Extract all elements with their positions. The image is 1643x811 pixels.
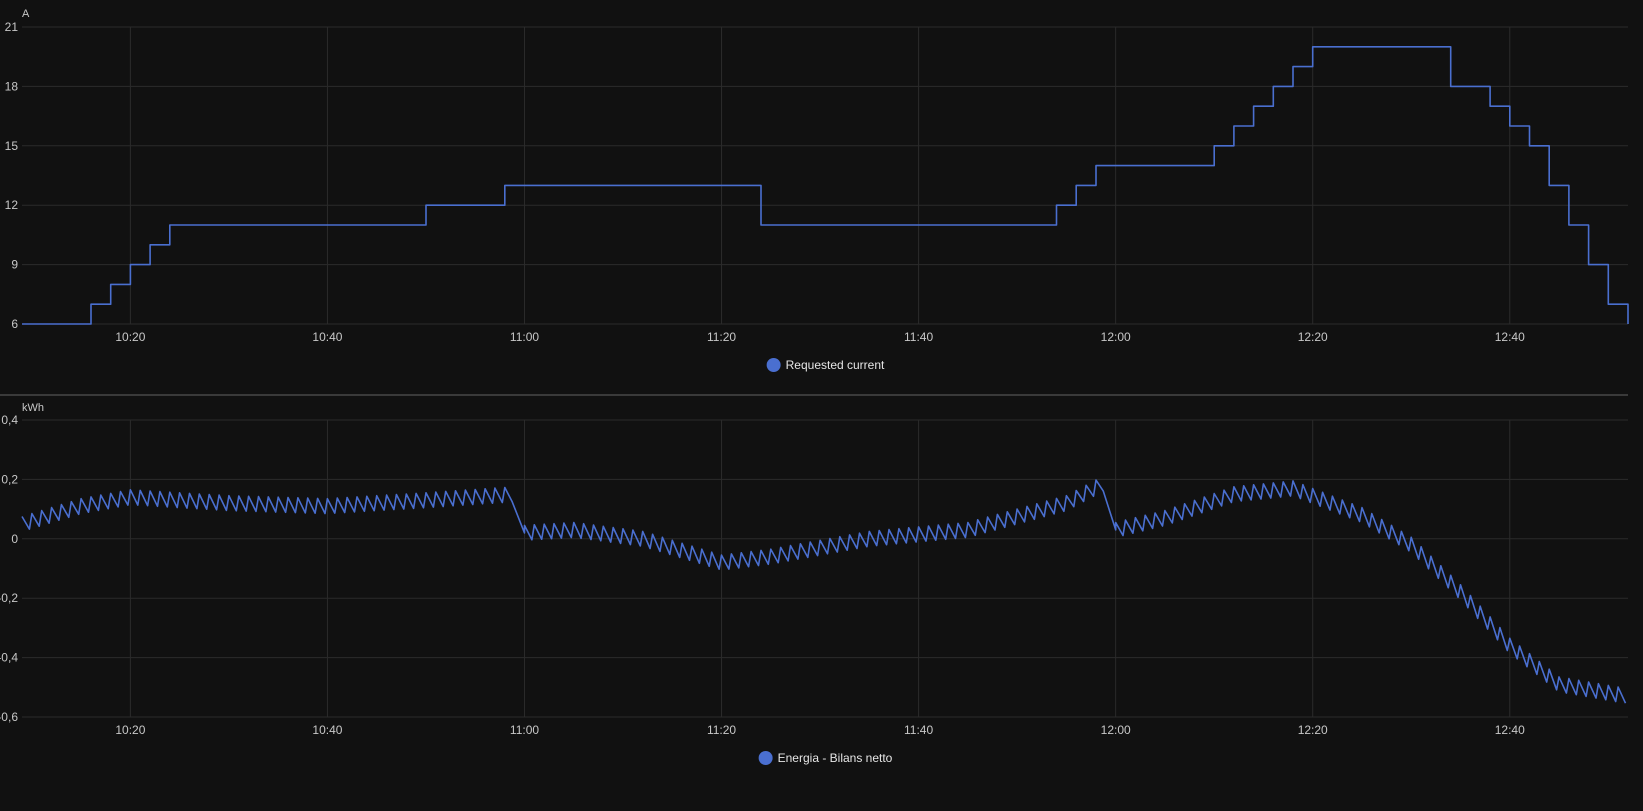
- x-tick-label: 12:00: [1101, 330, 1131, 344]
- y-unit-label: A: [22, 8, 30, 20]
- y-tick-label: 9: [11, 258, 18, 272]
- x-tick-label: 12:40: [1495, 723, 1525, 737]
- x-tick-label: 12:20: [1298, 723, 1328, 737]
- x-tick-label: 10:20: [115, 330, 145, 344]
- y-tick-label: -0,6: [0, 710, 18, 724]
- energy-chart: kWh -0,6 -0,4 -0,2 0 0,2 0,4 10:20 10:40 11:00 11:…: [0, 402, 1628, 765]
- x-tick-label: 11:20: [707, 723, 736, 737]
- x-tick-label: 12:40: [1495, 330, 1525, 344]
- y-tick-label: 18: [5, 79, 19, 93]
- legend-label[interactable]: Energia - Bilans netto: [778, 751, 893, 765]
- x-tick-label: 12:20: [1298, 330, 1328, 344]
- y-tick-label: -0,4: [0, 651, 18, 665]
- y-tick-label: 15: [5, 139, 19, 153]
- legend-swatch[interactable]: [758, 751, 773, 765]
- y-tick-label: 0,4: [1, 413, 18, 427]
- x-tick-label: 11:40: [904, 330, 933, 344]
- x-tick-label: 10:20: [115, 723, 145, 737]
- y-unit-label: kWh: [22, 402, 44, 414]
- current-chart: A 6 9 12 15 18 21 10:20 10:40 11:00 11:20 11:40 12:0…: [5, 8, 1629, 372]
- y-tick-label: 21: [5, 20, 19, 34]
- y-tick-label: 6: [11, 317, 18, 331]
- x-tick-label: 12:00: [1101, 723, 1131, 737]
- x-tick-label: 11:40: [904, 723, 933, 737]
- y-tick-label: -0,2: [0, 591, 18, 605]
- series-line: [22, 46, 1629, 325]
- x-tick-label: 11:00: [510, 330, 539, 344]
- y-tick-label: 12: [5, 198, 19, 212]
- x-tick-label: 10:40: [312, 330, 342, 344]
- legend-label[interactable]: Requested current: [786, 358, 885, 372]
- y-tick-label: 0: [11, 532, 18, 546]
- x-tick-label: 11:20: [707, 330, 736, 344]
- y-tick-label: 0,2: [1, 472, 18, 486]
- x-tick-label: 11:00: [510, 723, 539, 737]
- chart-divider: [0, 394, 1628, 396]
- x-tick-label: 10:40: [312, 723, 342, 737]
- legend-swatch[interactable]: [766, 358, 781, 372]
- series-line: [21, 479, 1627, 704]
